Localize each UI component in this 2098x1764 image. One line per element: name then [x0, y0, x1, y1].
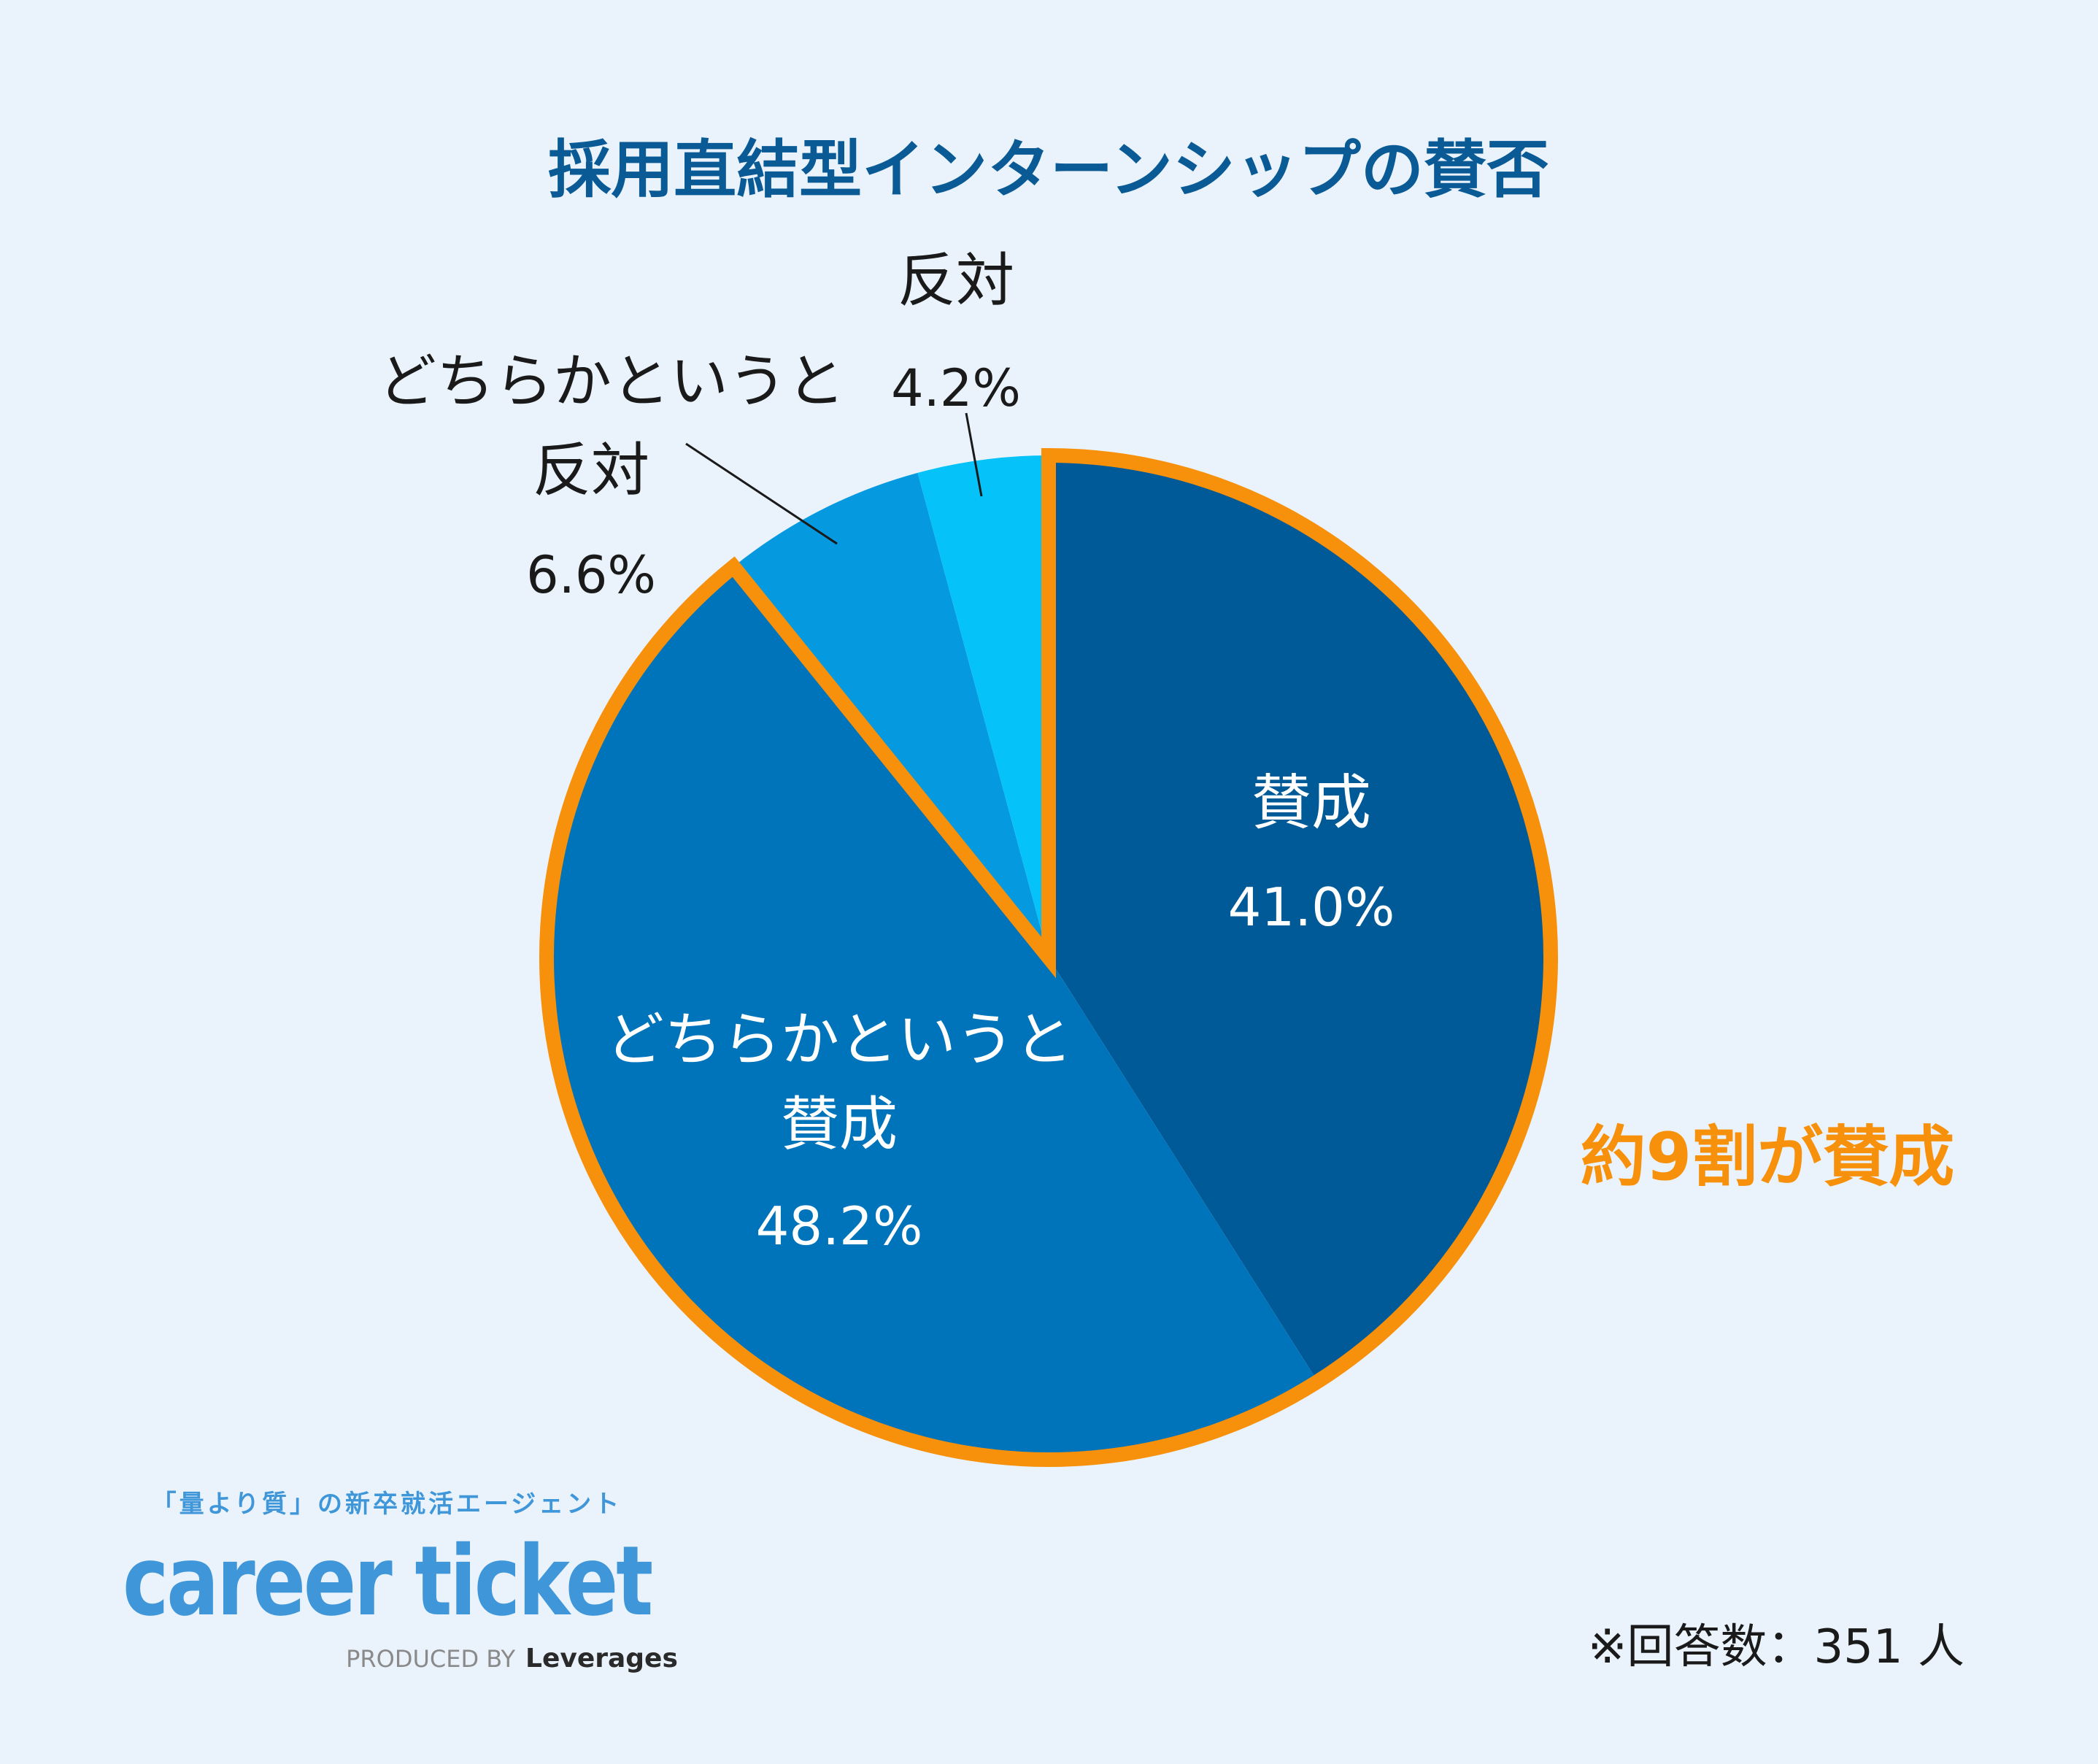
label-somewhat-approve: どちらかというと 賛成 48.2%: [606, 1006, 1073, 1257]
chart-title: 採用直結型インターンシップの賛否: [548, 134, 1549, 207]
label-somewhat-approve-line2: 賛成: [781, 1090, 898, 1158]
label-approve-value: 41.0%: [1228, 877, 1395, 938]
label-approve: 賛成 41.0%: [1228, 769, 1395, 938]
slice-against: [917, 455, 1049, 958]
logo-produced-by: PRODUCED BY: [346, 1645, 515, 1673]
logo-wordmark: career ticket: [123, 1525, 652, 1638]
label-against-name: 反対: [898, 247, 1014, 315]
label-somewhat-against-line2: 反対: [533, 436, 649, 504]
slice-somewhat-against: [733, 472, 1049, 958]
label-against: 反対 4.2%: [891, 247, 1021, 418]
leader-line-somewhat-against: [685, 442, 838, 545]
slice-approve: [1049, 455, 1551, 1382]
label-somewhat-approve-value: 48.2%: [756, 1195, 923, 1257]
logo-company: Leverages: [525, 1644, 678, 1674]
label-somewhat-approve-line1: どちらかというと: [606, 1006, 1073, 1074]
label-somewhat-against-value: 6.6%: [526, 545, 656, 605]
respondent-note: ※回答数：351 人: [1588, 1620, 1964, 1674]
career-ticket-logo: 「量より質」の新卒就活エージェント career ticket PRODUCED…: [123, 1490, 678, 1674]
label-somewhat-against-line1: どちらかというと: [378, 347, 845, 415]
logo-tagline: 「量より質」の新卒就活エージェント: [152, 1490, 622, 1519]
highlight-callout: 約9割が賛成: [1581, 1119, 1955, 1195]
highlight-outline: [539, 447, 1558, 1467]
leader-line-against: [965, 412, 983, 497]
label-against-value: 4.2%: [891, 358, 1021, 418]
slice-somewhat-approve: [546, 566, 1318, 1460]
label-approve-name: 賛成: [1252, 769, 1371, 838]
label-somewhat-against: どちらかというと 反対 6.6%: [378, 347, 845, 605]
